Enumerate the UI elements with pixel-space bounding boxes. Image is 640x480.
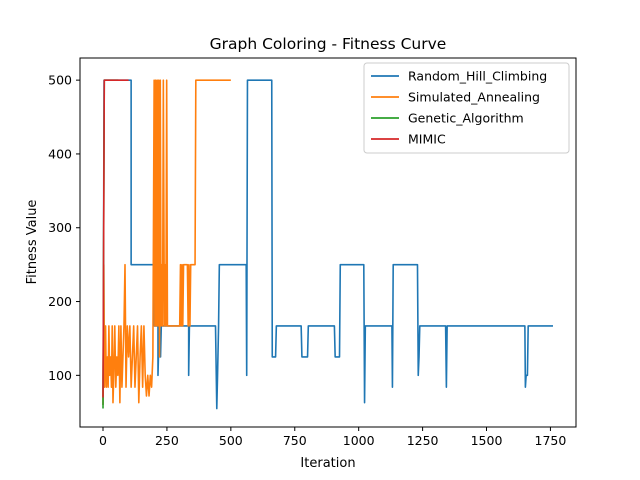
x-axis: 0 250 500 750 1000 1250 1500 1750	[99, 427, 566, 448]
x-axis-label: Iteration	[300, 456, 355, 471]
legend-label-mimic: MIMIC	[408, 132, 446, 147]
plot-frame	[79, 57, 577, 428]
x-tick-label: 750	[283, 433, 307, 448]
legend: Random_Hill_Climbing Simulated_Annealing G…	[363, 62, 570, 154]
legend-label-random-hill-climbing: Random_Hill_Climbing	[408, 69, 547, 84]
legend-box	[363, 62, 570, 154]
series-line-mimic	[102, 79, 129, 398]
series-layer	[102, 79, 553, 410]
chart-title: Graph Coloring - Fitness Curve	[210, 35, 447, 53]
y-tick-label: 200	[48, 294, 72, 309]
legend-label-simulated-annealing: Simulated_Annealing	[408, 90, 540, 105]
series-line-simulated-annealing	[102, 79, 231, 405]
x-tick-label: 500	[219, 433, 243, 448]
legend-items: Random_Hill_Climbing Simulated_Annealing G…	[371, 69, 547, 147]
x-tick-label: 0	[99, 433, 107, 448]
x-tick-label: 250	[155, 433, 179, 448]
y-tick-label: 400	[48, 146, 72, 161]
y-axis: 100 200 300 400 500	[48, 73, 80, 383]
x-tick-label: 1500	[471, 433, 503, 448]
x-tick-label: 1750	[535, 433, 567, 448]
legend-label-genetic-algorithm: Genetic_Algorithm	[408, 111, 524, 126]
x-tick-label: 1250	[407, 433, 439, 448]
x-tick-label: 1000	[343, 433, 375, 448]
series-line-random-hill-climbing	[102, 79, 553, 410]
y-tick-label: 300	[48, 220, 72, 235]
y-tick-label: 100	[48, 368, 72, 383]
y-tick-label: 500	[48, 73, 72, 88]
y-axis-label: Fitness Value	[25, 200, 40, 285]
